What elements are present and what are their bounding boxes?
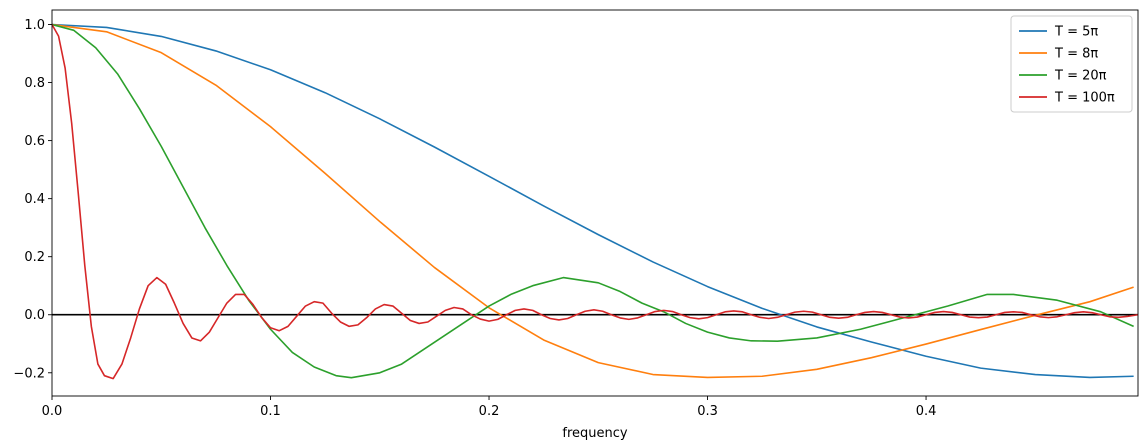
y-tick-label: 0.2 [24,250,45,265]
axes-frame [51,9,1139,397]
legend-box [1010,15,1133,113]
legend-label: T = 5π [1054,25,1098,40]
legend-label: T = 100π [1054,91,1115,106]
legend: T = 5π T = 8π T = 20π T = 100π [1010,15,1133,113]
axes-layer: 0.0 0.1 0.2 0.3 0.4 −0.2 0.0 0.2 0.4 0.6 0.8 1.0 [13,9,1139,419]
x-axis-label: frequency [562,426,628,441]
legend-label: T = 20π [1054,69,1107,84]
y-tick-label: 0.0 [24,308,45,323]
series-layer [52,23,1138,380]
legend-label: T = 8π [1054,47,1098,62]
x-tick-label: 0.1 [260,404,281,419]
series-line-2 [52,23,1134,379]
y-tick-label: 1.0 [24,18,45,33]
x-tick-label: 0.0 [42,404,63,419]
y-tick-label: 0.4 [24,192,45,207]
series-line-4 [52,24,1138,380]
y-tick-label: 0.6 [24,134,45,149]
series-line-1 [52,23,1134,379]
x-tick-label: 0.4 [916,404,937,419]
x-tick-label: 0.2 [479,404,500,419]
y-tick-label: −0.2 [13,366,45,381]
series-line-3 [52,23,1134,379]
y-tick-label: 0.8 [24,76,45,91]
x-tick-label: 0.3 [697,404,718,419]
